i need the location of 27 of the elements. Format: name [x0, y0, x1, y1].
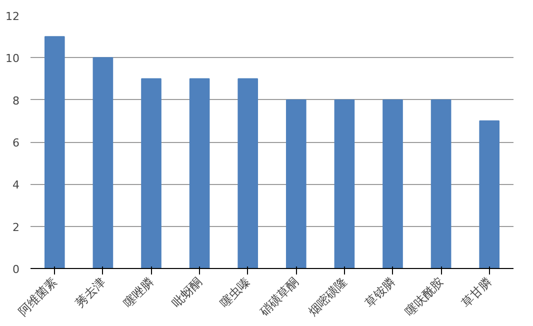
x-tick-label: 噻呋酰胺 — [402, 274, 446, 318]
bar — [44, 36, 65, 268]
bar — [382, 99, 403, 268]
bar — [286, 99, 306, 268]
bar — [479, 120, 500, 268]
bar — [141, 78, 162, 268]
x-tick-label: 莠去津 — [72, 274, 108, 310]
x-tick-label: 烟嘧磺隆 — [306, 274, 350, 318]
x-tick-label: 噻虫嗪 — [217, 274, 253, 310]
x-tick-label: 噻唑膦 — [120, 274, 156, 310]
y-tick-label: 12 — [6, 10, 20, 23]
bar — [238, 78, 258, 268]
bar — [430, 99, 452, 268]
x-tick-label: 吡蚜酮 — [169, 274, 204, 310]
y-tick-label: 2 — [12, 220, 20, 234]
bar — [92, 57, 114, 268]
bar — [334, 99, 355, 268]
x-tick-label: 阿维菌素 — [16, 274, 60, 318]
x-tick-label: 草甘膦 — [458, 274, 494, 310]
y-tick-label: 10 — [6, 52, 20, 66]
bar — [189, 78, 210, 268]
x-tick-label: 硝磺草酮 — [256, 274, 302, 320]
y-tick-label: 0 — [12, 263, 20, 276]
x-tick-label: 草铵膦 — [362, 274, 398, 310]
y-tick-label: 4 — [12, 178, 20, 192]
y-tick-label: 6 — [12, 136, 20, 150]
y-tick-label: 8 — [12, 94, 20, 108]
